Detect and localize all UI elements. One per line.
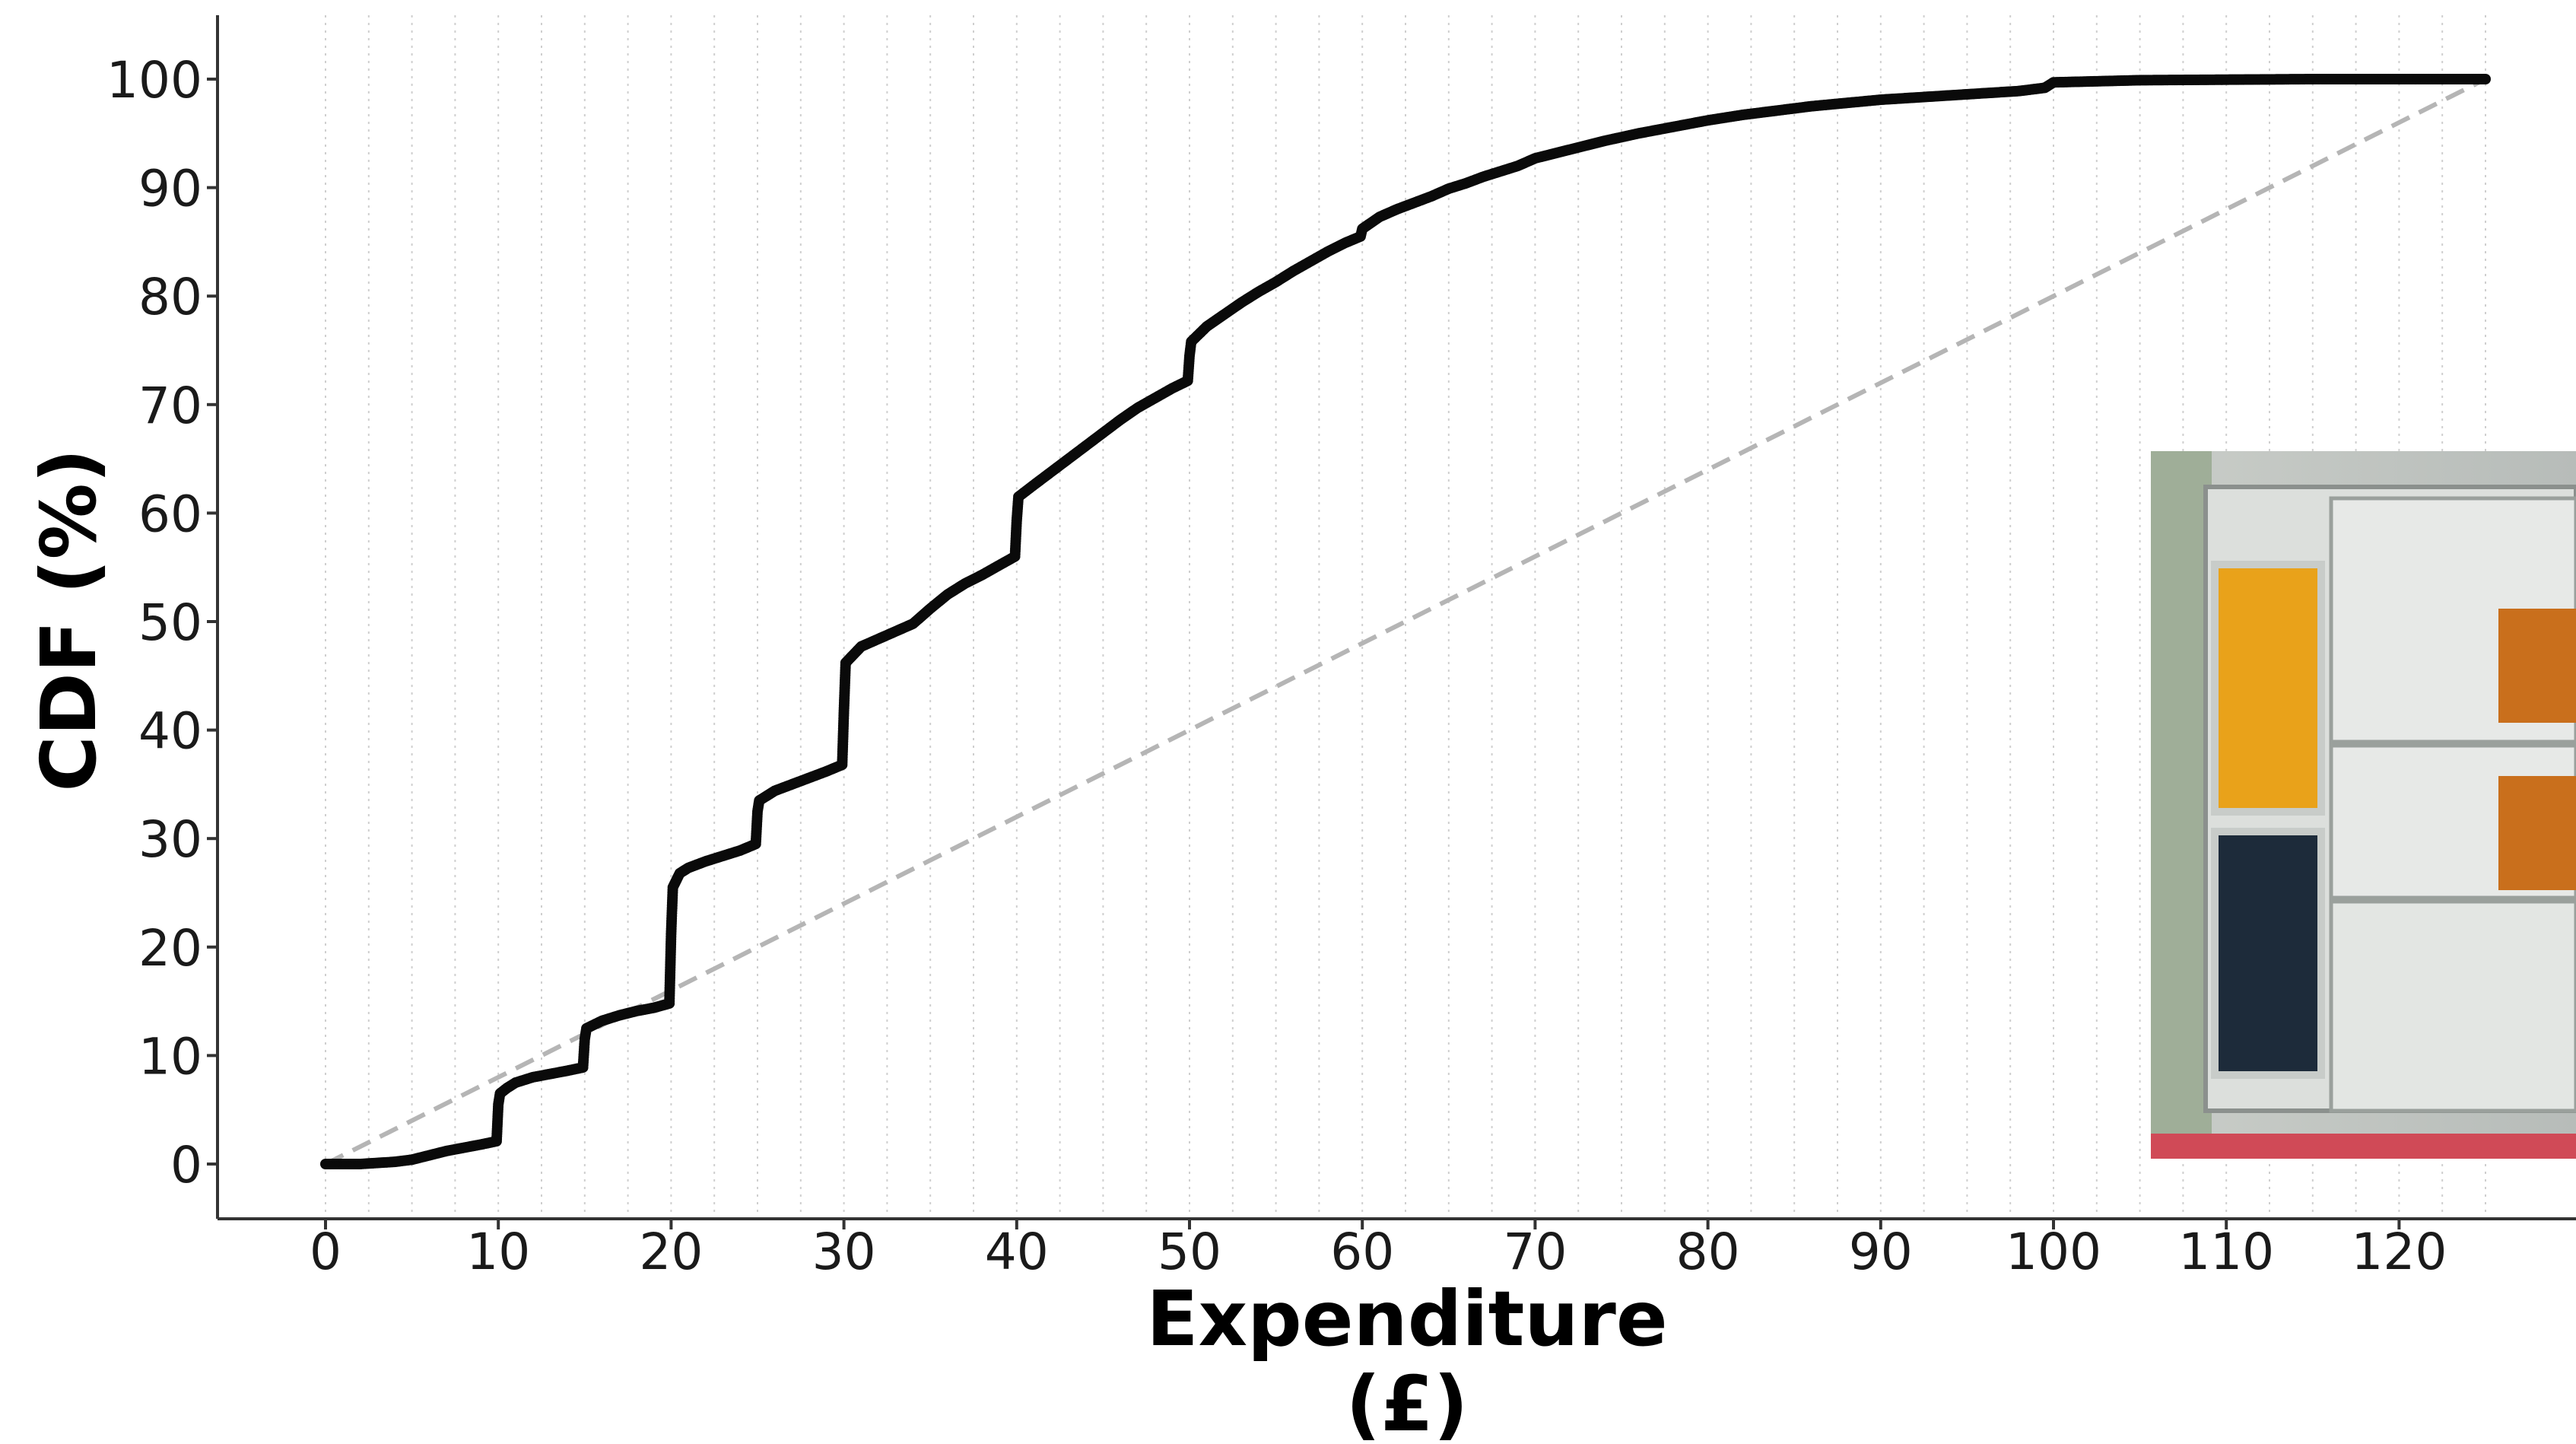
x-tick-label: 120 — [2351, 1223, 2447, 1281]
x-tick-label: 90 — [1849, 1223, 1913, 1281]
x-tick-label: 40 — [985, 1223, 1049, 1281]
x-axis-title-line2: (£) — [1346, 1360, 1469, 1444]
y-tick-label: 0 — [170, 1136, 202, 1194]
y-tick-label: 50 — [138, 593, 202, 652]
x-tick-label: 30 — [812, 1223, 876, 1281]
x-axis-ticks: 0 10 20 30 40 50 60 70 80 90 100 110 120 — [310, 1219, 2447, 1281]
cdf-points — [320, 74, 2491, 1169]
x-tick-label: 0 — [310, 1223, 341, 1281]
reference-diagonal-line — [324, 77, 2487, 1166]
y-tick-label: 60 — [138, 485, 202, 543]
y-axis-title: CDF (%) — [24, 448, 113, 791]
y-tick-label: 80 — [138, 268, 202, 326]
fuel-pump-photo — [2151, 451, 2576, 1159]
x-tick-label: 110 — [2178, 1223, 2274, 1281]
data-point — [2480, 74, 2491, 84]
y-tick-label: 100 — [106, 51, 202, 110]
x-tick-label: 60 — [1330, 1223, 1394, 1281]
y-tick-label: 10 — [138, 1027, 202, 1086]
x-tick-label: 70 — [1503, 1223, 1567, 1281]
x-tick-label: 10 — [466, 1223, 530, 1281]
x-tick-label: 50 — [1158, 1223, 1221, 1281]
y-tick-label: 40 — [138, 702, 202, 761]
x-tick-label: 20 — [639, 1223, 703, 1281]
x-axis-title-line1: Expenditure — [1146, 1274, 1667, 1363]
y-tick-label: 90 — [138, 160, 202, 218]
y-tick-label: 20 — [138, 919, 202, 978]
y-axis-ticks: 0 10 20 30 40 50 60 70 80 90 100 — [106, 51, 218, 1194]
x-tick-label: 100 — [2006, 1223, 2101, 1281]
y-tick-label: 70 — [138, 377, 202, 435]
x-tick-label: 80 — [1676, 1223, 1740, 1281]
y-tick-label: 30 — [138, 810, 202, 869]
